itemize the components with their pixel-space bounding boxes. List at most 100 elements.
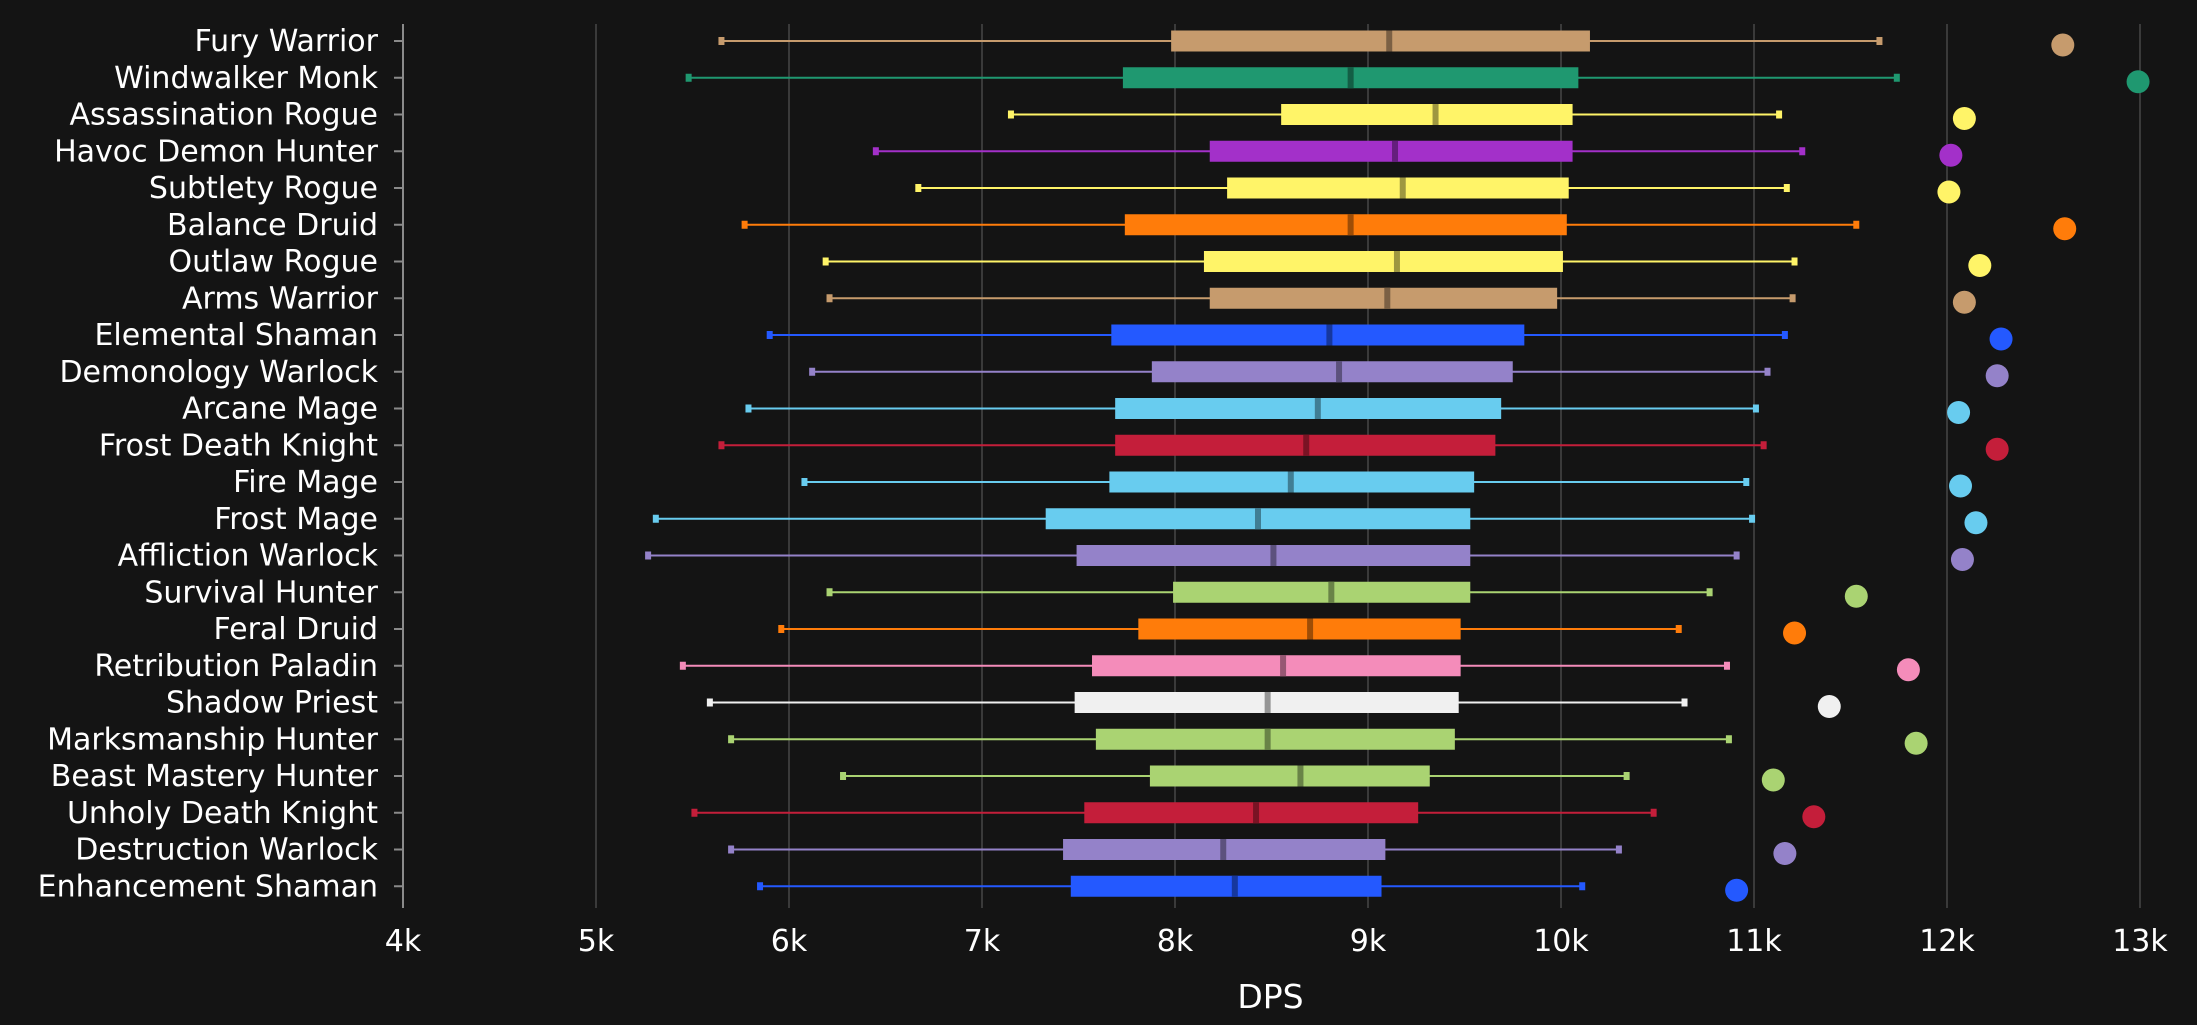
category-label-demonology-warlock: Demonology Warlock	[59, 355, 378, 390]
median-marker-windwalker-monk	[1347, 67, 1354, 89]
iqr-box-retribution-paladin	[1092, 655, 1461, 677]
category-label-retribution-paladin: Retribution Paladin	[94, 649, 378, 684]
whisker-min-cap-windwalker-monk	[685, 73, 692, 82]
category-label-elemental-shaman: Elemental Shaman	[94, 318, 378, 353]
x-tick-label-4k: 4k	[385, 924, 422, 959]
whisker-max-cap-havoc-demon-hunter	[1799, 147, 1806, 156]
box-survival-hunter	[826, 581, 1868, 608]
category-label-marksmanship-hunter: Marksmanship Hunter	[47, 722, 379, 757]
whisker-min-cap-assassination-rogue	[1007, 110, 1014, 119]
iqr-box-subtlety-rogue	[1227, 177, 1569, 199]
category-label-enhancement-shaman: Enhancement Shaman	[38, 869, 378, 904]
box-outlaw-rogue	[822, 251, 1992, 277]
median-marker-feral-druid	[1307, 618, 1314, 640]
whisker-min-cap-marksmanship-hunter	[728, 735, 735, 744]
iqr-box-balance-druid	[1124, 214, 1567, 236]
category-label-arms-warrior: Arms Warrior	[182, 281, 379, 316]
whisker-max-cap-enhancement-shaman	[1579, 882, 1586, 891]
whisker-max-cap-marksmanship-hunter	[1725, 735, 1732, 744]
whisker-min-cap-feral-druid	[778, 625, 785, 633]
box-fire-mage	[801, 471, 1973, 498]
whisker-min-cap-frost-death-knight	[718, 441, 725, 450]
max-point-arcane-mage	[1947, 401, 1971, 424]
whisker-max-cap-windwalker-monk	[1893, 73, 1900, 82]
category-label-arcane-mage: Arcane Mage	[182, 392, 378, 427]
box-frost-mage	[652, 508, 1988, 535]
median-marker-beast-mastery-hunter	[1297, 765, 1304, 787]
median-marker-destruction-warlock	[1220, 839, 1227, 860]
max-point-unholy-death-knight	[1802, 805, 1826, 829]
category-label-subtlety-rogue: Subtlety Rogue	[149, 171, 378, 206]
x-tick-label-11k: 11k	[1726, 924, 1782, 959]
whisker-max-cap-retribution-paladin	[1723, 661, 1730, 670]
category-label-frost-mage: Frost Mage	[214, 502, 378, 537]
max-point-enhancement-shaman	[1725, 878, 1749, 902]
median-marker-assassination-rogue	[1432, 104, 1439, 125]
box-arms-warrior	[826, 287, 1976, 314]
max-point-survival-hunter	[1844, 584, 1868, 608]
box-beast-mastery-hunter	[840, 765, 1785, 792]
whisker-min-cap-outlaw-rogue	[822, 257, 829, 266]
whisker-min-cap-demonology-warlock	[809, 367, 816, 376]
max-point-windwalker-monk	[2126, 70, 2150, 94]
median-marker-survival-hunter	[1328, 581, 1335, 603]
median-marker-arms-warrior	[1384, 287, 1391, 309]
box-unholy-death-knight	[691, 802, 1826, 829]
whisker-min-cap-havoc-demon-hunter	[872, 147, 879, 156]
whisker-min-cap-shadow-priest	[706, 698, 713, 707]
max-point-marksmanship-hunter	[1904, 731, 1928, 755]
median-marker-fire-mage	[1287, 471, 1294, 493]
box-havoc-demon-hunter	[872, 140, 1963, 167]
x-tick-label-5k: 5k	[578, 924, 615, 959]
box-fury-warrior	[718, 30, 2075, 57]
whisker-max-cap-frost-mage	[1749, 514, 1756, 523]
box-arcane-mage	[745, 398, 1971, 424]
whisker-max-cap-demonology-warlock	[1764, 367, 1771, 376]
box-enhancement-shaman	[757, 875, 1749, 902]
whisker-max-cap-destruction-warlock	[1615, 845, 1622, 854]
iqr-box-outlaw-rogue	[1203, 251, 1563, 272]
median-marker-enhancement-shaman	[1231, 875, 1238, 897]
iqr-box-feral-druid	[1138, 618, 1461, 640]
x-tick-label-8k: 8k	[1157, 924, 1194, 959]
x-tick-label-13k: 13k	[2112, 924, 2168, 959]
whisker-max-cap-unholy-death-knight	[1650, 808, 1657, 817]
whisker-max-cap-fire-mage	[1743, 478, 1750, 486]
box-windwalker-monk	[685, 67, 2150, 94]
x-tick-labels: 4k 5k 6k 7k 8k 9k 10k 11k 12k 13k	[385, 924, 2169, 959]
box-subtlety-rogue	[915, 177, 1961, 204]
x-axis-title: DPS	[1237, 977, 1303, 1016]
box-destruction-warlock	[728, 839, 1797, 865]
iqr-box-elemental-shaman	[1111, 324, 1525, 346]
whisker-max-cap-arms-warrior	[1789, 294, 1796, 303]
box-marksmanship-hunter	[728, 728, 1928, 755]
whisker-max-cap-affliction-warlock	[1733, 551, 1740, 560]
category-label-outlaw-rogue: Outlaw Rogue	[168, 245, 378, 280]
category-label-beast-mastery-hunter: Beast Mastery Hunter	[51, 759, 379, 794]
whisker-min-cap-frost-mage	[652, 514, 659, 523]
median-marker-subtlety-rogue	[1399, 177, 1406, 199]
whisker-max-cap-beast-mastery-hunter	[1623, 772, 1630, 780]
median-marker-unholy-death-knight	[1253, 802, 1260, 824]
whisker-max-cap-balance-druid	[1853, 220, 1860, 229]
max-point-assassination-rogue	[1952, 107, 1976, 130]
max-point-havoc-demon-hunter	[1939, 143, 1963, 167]
iqr-box-marksmanship-hunter	[1095, 728, 1455, 750]
category-label-fury-warrior: Fury Warrior	[194, 24, 378, 59]
median-marker-arcane-mage	[1314, 398, 1321, 419]
iqr-box-beast-mastery-hunter	[1149, 765, 1430, 787]
max-point-destruction-warlock	[1773, 842, 1797, 865]
iqr-box-fury-warrior	[1171, 30, 1590, 52]
box-demonology-warlock	[809, 361, 2009, 388]
iqr-box-arms-warrior	[1209, 287, 1558, 309]
max-point-retribution-paladin	[1896, 658, 1920, 682]
max-point-subtlety-rogue	[1937, 180, 1961, 204]
iqr-box-demonology-warlock	[1151, 361, 1513, 383]
x-tick-label-9k: 9k	[1350, 924, 1387, 959]
whisker-max-cap-fury-warrior	[1876, 37, 1883, 45]
iqr-box-havoc-demon-hunter	[1209, 140, 1573, 162]
max-point-shadow-priest	[1817, 695, 1841, 718]
whisker-max-cap-survival-hunter	[1706, 588, 1713, 597]
